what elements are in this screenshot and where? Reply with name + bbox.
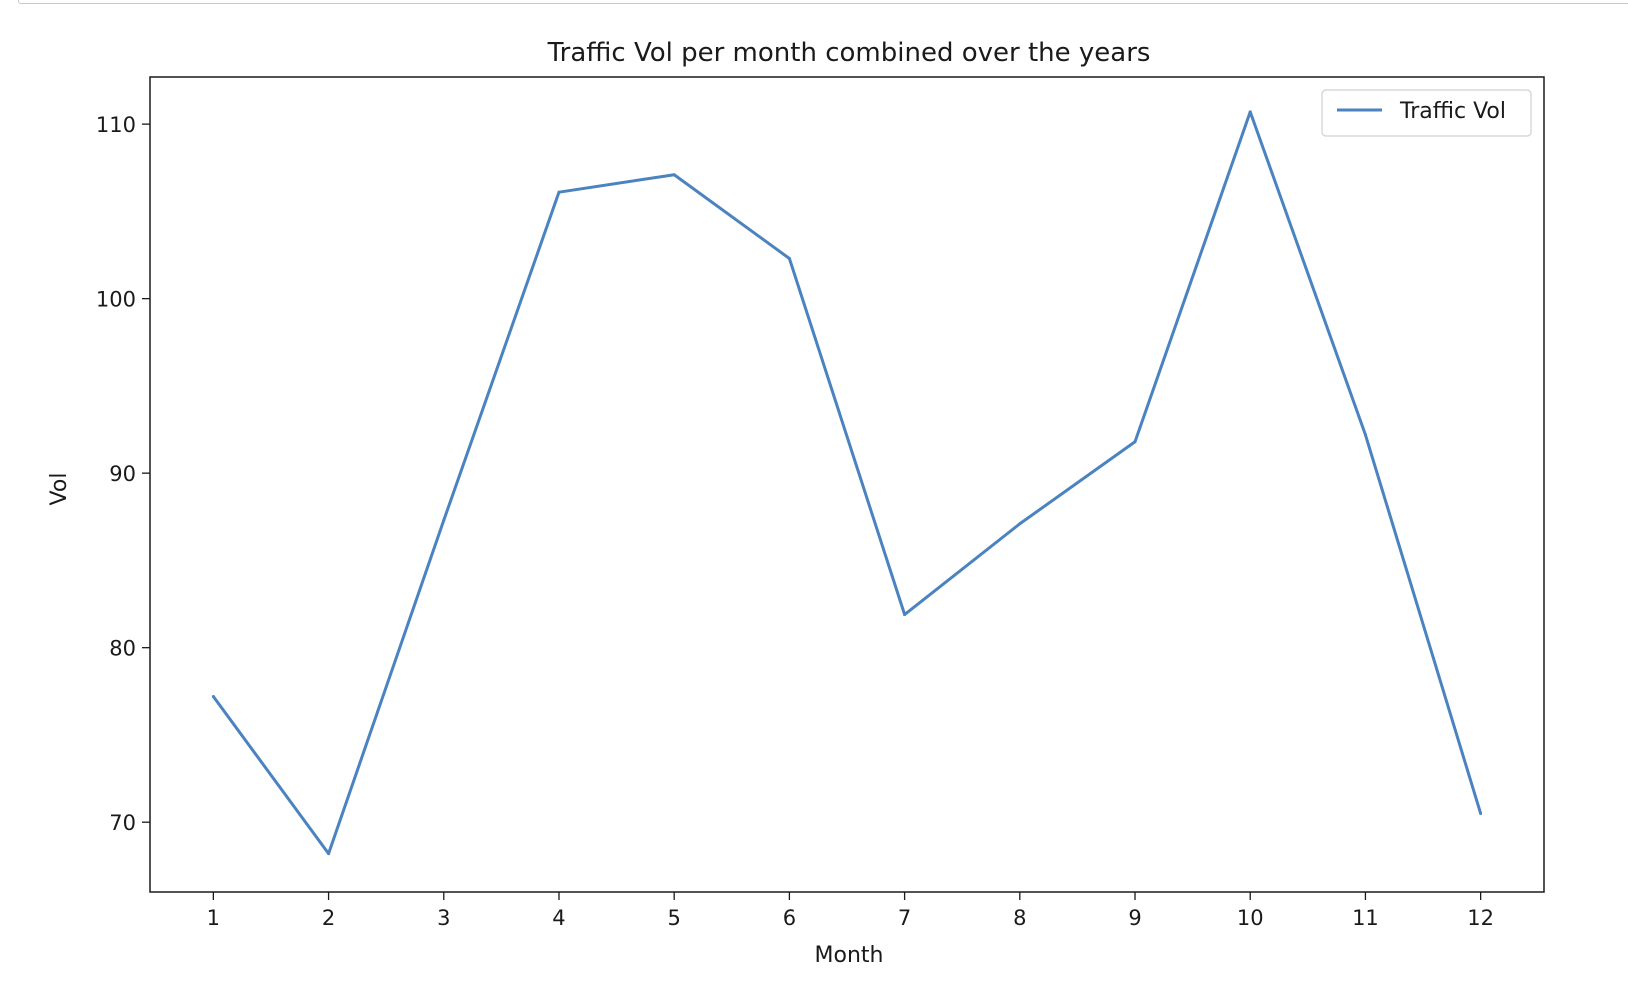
data-point — [672, 173, 676, 177]
y-tick-label: 70 — [109, 811, 136, 835]
data-point — [787, 256, 791, 260]
data-point — [1248, 110, 1252, 114]
data-point — [327, 852, 331, 856]
x-tick-label: 3 — [437, 906, 450, 930]
legend-box — [1321, 89, 1532, 137]
y-axis-label: Vol — [47, 473, 72, 506]
x-axis-label: Month — [815, 943, 884, 968]
legend-label-traffic-vol: Traffic Vol — [1399, 99, 1506, 124]
legend: Traffic Vol — [1321, 89, 1532, 137]
data-point — [211, 695, 215, 699]
series-line-traffic-vol — [212, 110, 1483, 856]
data-point — [557, 190, 561, 194]
y-tick-label: 80 — [109, 637, 136, 661]
x-tick-label: 7 — [898, 906, 911, 930]
data-point — [1479, 811, 1483, 815]
series-layer — [211, 110, 1483, 856]
x-tick-label: 1 — [207, 906, 220, 930]
chart-title: Traffic Vol per month combined over the … — [547, 38, 1151, 68]
data-point — [1018, 522, 1022, 526]
y-tick-label: 90 — [109, 462, 136, 486]
x-axis-ticks: 1 2 3 4 5 6 7 8 9 10 11 12 — [207, 892, 1494, 930]
x-tick-label: 8 — [1013, 906, 1026, 930]
x-tick-label: 9 — [1128, 906, 1141, 930]
data-point — [442, 518, 446, 522]
y-tick-label: 110 — [96, 113, 136, 137]
data-point — [1363, 433, 1367, 437]
data-point — [1133, 440, 1137, 444]
x-tick-label: 5 — [668, 906, 681, 930]
x-tick-label: 6 — [783, 906, 796, 930]
data-point — [903, 613, 907, 617]
x-tick-label: 11 — [1352, 906, 1379, 930]
x-tick-label: 4 — [552, 906, 565, 930]
y-tick-label: 100 — [96, 288, 136, 312]
x-tick-label: 10 — [1237, 906, 1264, 930]
y-axis-ticks: 70 80 90 100 110 — [96, 113, 150, 835]
notebook-cell-border — [18, 0, 1628, 4]
x-tick-label: 2 — [322, 906, 335, 930]
x-tick-label: 12 — [1467, 906, 1494, 930]
plot-area-frame — [149, 76, 1545, 893]
